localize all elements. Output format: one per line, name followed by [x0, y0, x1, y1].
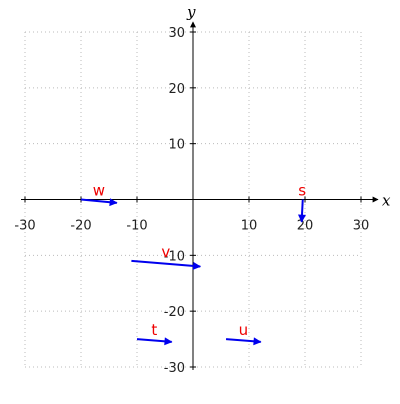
y-tick-label: 20	[168, 82, 185, 97]
x-tick-label: -10	[126, 219, 147, 234]
vector-label: t	[151, 321, 157, 339]
axes: -30 -20 -10 10 20 30 -30 -20 -10 10 20 30 x y	[14, 3, 391, 376]
x-tick-label: -30	[14, 219, 35, 234]
vector-arrow	[131, 259, 202, 270]
vector-label: s	[298, 182, 306, 200]
y-tick-label: 10	[168, 138, 185, 153]
x-tick-label: -20	[70, 219, 91, 234]
vector-label: v	[161, 243, 170, 261]
y-tick-label: -30	[164, 361, 185, 376]
vector-arrow	[225, 337, 262, 346]
y-tick-label: -20	[164, 305, 185, 320]
vector-arrow	[298, 199, 306, 223]
x-axis-label: x	[382, 192, 391, 210]
y-tick-label: -10	[164, 249, 185, 264]
y-tick-label: 30	[168, 26, 185, 41]
vector-label: u	[239, 321, 249, 339]
vector-label: w	[93, 182, 105, 200]
vector-arrow	[136, 337, 173, 346]
vectors: w s v t u	[80, 182, 306, 346]
x-tick-label: 30	[353, 219, 370, 234]
x-tick-label: 10	[241, 219, 258, 234]
y-axis-label: y	[186, 3, 196, 21]
x-tick-label: 20	[297, 219, 314, 234]
vector-arrow	[80, 198, 118, 207]
